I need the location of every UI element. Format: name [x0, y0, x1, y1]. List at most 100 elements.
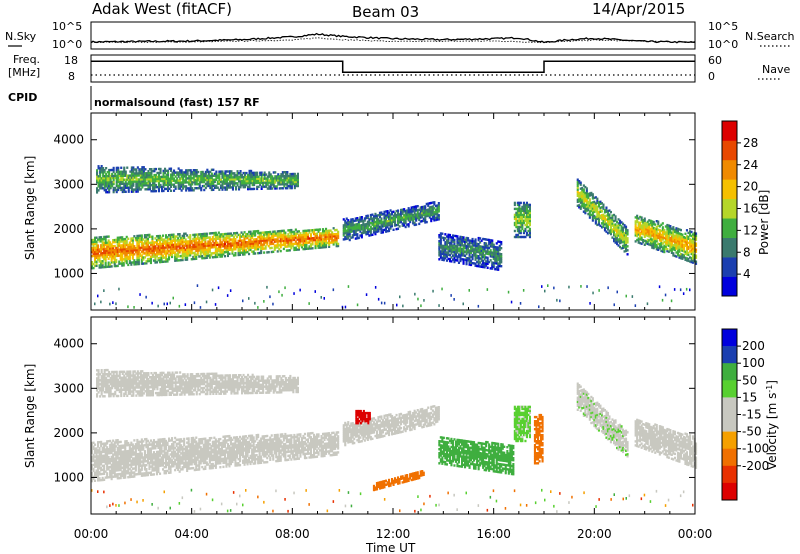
power-cell-region-3	[480, 249, 483, 252]
power-cell-region-1	[195, 181, 198, 184]
power-cell-region-5	[576, 188, 579, 191]
power-cell-region-1	[156, 179, 159, 183]
power-cell-region-0	[180, 258, 183, 262]
power-cell-region-0	[183, 248, 186, 251]
power-cell-region-1	[136, 182, 139, 185]
power-cell-region-0	[133, 253, 136, 256]
power-cell-region-1	[194, 173, 197, 176]
power-cell-region-1	[121, 180, 124, 183]
power-cell-region-3	[459, 245, 462, 249]
power-cell-region-1	[235, 182, 238, 185]
power-cell-region-6	[660, 239, 663, 243]
power-cell-region-2	[388, 219, 391, 223]
power-cell-region-1	[247, 181, 250, 185]
power-cell-region-2	[347, 227, 350, 230]
power-cell-region-1	[167, 173, 170, 176]
power-cell-region-0	[266, 235, 269, 238]
power-cell-region-0	[128, 243, 131, 246]
power-cell-region-5	[617, 234, 620, 237]
power-cell-region-0	[145, 236, 148, 239]
power-cell-region-0	[198, 245, 201, 248]
power-cell-region-2	[409, 220, 412, 224]
power-cell-region-0	[193, 239, 196, 243]
power-cell-region-3	[492, 257, 495, 261]
power-cell-region-1	[195, 175, 198, 178]
power-cell-region-1	[99, 175, 102, 178]
power-cell-region-3	[483, 238, 486, 241]
power-cell-region-0	[116, 252, 119, 255]
power-cell-region-1	[123, 186, 126, 189]
power-cell-region-0	[140, 238, 143, 241]
power-cell-region-6	[689, 244, 692, 247]
power-cell-region-0	[145, 252, 148, 255]
power-cell-region-0	[252, 252, 255, 255]
power-cell-region-4	[516, 203, 519, 207]
power-cell-region-5	[602, 221, 605, 224]
power-cell-region-1	[239, 178, 242, 181]
power-cell-region-5	[581, 205, 584, 208]
power-cell-region-0	[163, 260, 166, 263]
power-cell-region-2	[347, 219, 350, 222]
power-cell-region-0	[174, 259, 177, 262]
power-cell-region-1	[256, 177, 259, 180]
power-cell-region-1	[168, 181, 171, 184]
power-cell-region-2	[345, 229, 348, 232]
power-cell-region-6	[651, 232, 654, 235]
power-cell-region-2	[357, 224, 360, 228]
power-cell-region-2	[347, 235, 350, 238]
power-cell-region-1	[130, 188, 133, 191]
power-cell-region-0	[193, 245, 196, 249]
power-cell-region-3	[453, 258, 456, 262]
power-cell-region-3	[477, 249, 480, 252]
power-cell-region-1	[121, 188, 124, 191]
power-cell-region-2	[431, 207, 434, 210]
power-cell-region-6	[637, 237, 640, 240]
power-cell-region-3	[462, 246, 465, 249]
power-cell-region-0	[220, 243, 223, 246]
power-cell-region-2	[353, 229, 356, 233]
power-cell-region-5	[622, 234, 625, 238]
power-cell-region-1	[194, 183, 197, 186]
power-cell-region-0	[148, 249, 151, 253]
power-cell-region-0	[142, 256, 145, 259]
power-cell-region-3	[498, 244, 501, 248]
power-cell-region-5	[599, 216, 602, 219]
power-cell-region-2	[359, 216, 362, 219]
power-cell-region-5	[625, 225, 628, 228]
power-cell-region-0	[125, 261, 128, 265]
power-cell-region-6	[645, 222, 648, 225]
power-cell-region-4	[521, 223, 524, 227]
power-cell-region-5	[616, 232, 619, 236]
power-cell-region-6	[676, 253, 679, 257]
power-cell-region-0	[116, 240, 119, 243]
power-cell-region-5	[626, 245, 629, 248]
power-speckle	[284, 286, 286, 290]
power-cell-region-6	[692, 259, 695, 262]
power-cell-region-3	[482, 263, 485, 267]
power-cell-region-2	[407, 217, 410, 220]
power-cell-region-0	[300, 236, 303, 239]
power-cell-region-5	[605, 210, 608, 213]
power-cell-region-0	[284, 241, 287, 244]
power-cell-region-0	[130, 263, 133, 266]
power-cell-region-4	[518, 229, 521, 233]
power-cell-region-4	[515, 215, 518, 219]
power-cell-region-6	[654, 237, 657, 240]
power-cell-region-0	[122, 250, 125, 253]
power-cell-region-6	[681, 235, 684, 238]
power-cell-region-0	[119, 250, 122, 253]
power-cell-region-1	[188, 177, 191, 180]
power-cell-region-0	[214, 247, 217, 251]
power-cell-region-1	[287, 185, 290, 188]
power-cell-region-2	[397, 227, 400, 230]
power-cell-region-0	[109, 255, 112, 258]
power-speckle	[308, 302, 310, 305]
power-cell-region-0	[151, 245, 154, 248]
power-cell-region-6	[690, 260, 693, 264]
power-cell-region-0	[192, 257, 195, 261]
power-cell-region-0	[201, 257, 204, 260]
power-cell-region-2	[424, 221, 427, 224]
power-cell-region-0	[263, 235, 266, 238]
power-cell-region-5	[620, 221, 623, 224]
power-cell-region-6	[639, 241, 642, 245]
